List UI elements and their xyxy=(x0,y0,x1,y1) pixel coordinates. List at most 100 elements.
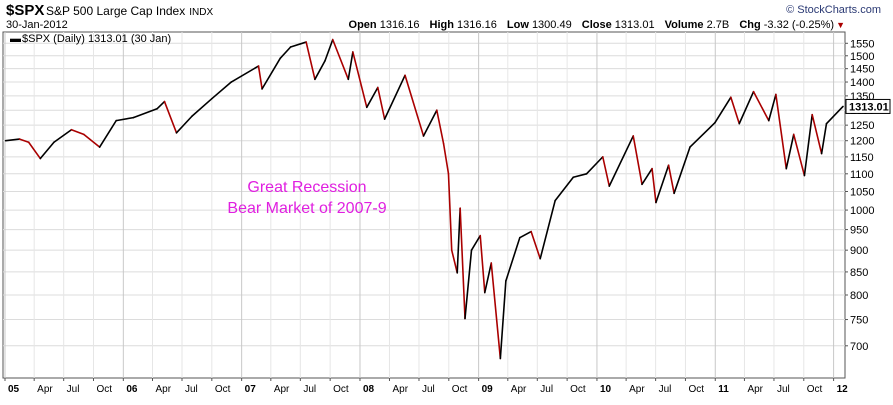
ohlc-readout: Open 1316.16 High 1316.16 Low 1300.49 Cl… xyxy=(342,19,845,31)
price-segment xyxy=(655,164,670,204)
high-label: High xyxy=(429,19,454,31)
high-value: 1316.16 xyxy=(457,19,497,31)
legend-line-icon: ▬ xyxy=(10,33,21,45)
price-segment xyxy=(456,207,461,274)
x-tick-label: Oct xyxy=(807,384,823,395)
x-tick-label: Oct xyxy=(333,384,349,395)
x-tick-label: 09 xyxy=(482,384,494,395)
price-segment xyxy=(785,133,795,170)
price-segment xyxy=(820,122,828,155)
price-segment xyxy=(730,96,741,125)
price-segment xyxy=(601,156,611,187)
x-tick-label: 06 xyxy=(126,384,138,395)
price-segment xyxy=(163,100,178,134)
x-tick-label: Jul xyxy=(422,384,435,395)
price-segment xyxy=(132,107,158,119)
y-tick-label: 750 xyxy=(850,315,868,327)
open-label: Open xyxy=(348,19,377,31)
price-segment xyxy=(673,146,691,195)
y-tick-label: 1050 xyxy=(850,187,874,199)
x-tick-label: Apr xyxy=(274,384,290,395)
change-label: Chg xyxy=(739,19,761,31)
price-segment xyxy=(191,97,213,117)
price-segment xyxy=(530,230,542,260)
x-tick-label: Jul xyxy=(303,384,316,395)
x-tick-label: Apr xyxy=(747,384,763,395)
x-tick-label: Apr xyxy=(37,384,53,395)
price-segment xyxy=(767,93,777,122)
x-tick-label: Jul xyxy=(659,384,672,395)
price-segment xyxy=(383,74,406,120)
price-segment xyxy=(404,74,425,137)
price-segment xyxy=(539,199,556,260)
price-segment xyxy=(470,234,482,251)
price-segment xyxy=(115,116,135,122)
legend-text: $SPX (Daily) 1313.01 (30 Jan) xyxy=(22,33,172,45)
price-segment xyxy=(459,207,466,320)
chart-header: $SPX S&P 500 Large Cap Index INDX 30-Jan-… xyxy=(0,0,893,32)
price-segment xyxy=(518,230,532,239)
x-tick-label: Oct xyxy=(97,384,113,395)
price-segment xyxy=(554,176,575,202)
price-segment xyxy=(211,81,233,100)
last-price-box xyxy=(845,98,891,114)
x-tick-label: 05 xyxy=(8,384,20,395)
price-segment xyxy=(279,46,292,60)
x-tick-label: Oct xyxy=(688,384,704,395)
price-segment xyxy=(53,128,73,144)
price-segment xyxy=(479,234,486,294)
price-segment xyxy=(490,262,502,360)
y-tick-label: 950 xyxy=(850,225,868,237)
price-segment xyxy=(803,113,814,177)
x-tick-label: Jul xyxy=(540,384,553,395)
volume-value: 2.7B xyxy=(706,19,730,31)
low-value: 1300.49 xyxy=(531,19,572,31)
volume-label: Volume xyxy=(664,19,704,31)
y-tick-label: 850 xyxy=(850,267,868,279)
x-tick-label: Oct xyxy=(570,384,586,395)
price-segment xyxy=(257,65,263,90)
price-segment xyxy=(422,109,438,137)
x-tick-label: Oct xyxy=(452,384,468,395)
y-tick-label: 1000 xyxy=(850,205,874,217)
down-triangle-icon: ▼ xyxy=(836,20,845,30)
x-tick-label: Jul xyxy=(185,384,198,395)
ticker-symbol: $SPX xyxy=(6,2,45,19)
x-tick-label: Apr xyxy=(511,384,527,395)
price-segment xyxy=(811,113,823,155)
x-tick-label: 11 xyxy=(718,384,729,395)
y-tick-label: 1150 xyxy=(850,152,874,164)
price-segment xyxy=(314,60,326,81)
price-segment xyxy=(365,86,379,109)
price-segment xyxy=(689,121,716,148)
price-segment xyxy=(505,236,521,282)
x-tick-label: 12 xyxy=(837,384,849,395)
price-segment xyxy=(585,156,604,175)
price-segment xyxy=(39,141,55,160)
y-tick-label: 800 xyxy=(850,290,868,302)
price-segment xyxy=(175,115,193,134)
price-segment xyxy=(641,167,653,186)
price-segment xyxy=(331,38,350,81)
price-segment xyxy=(436,109,445,145)
y-tick-label: 1200 xyxy=(850,136,874,148)
y-tick-label: 1550 xyxy=(850,38,874,50)
price-segment xyxy=(156,100,166,110)
exchange-label: INDX xyxy=(189,7,214,18)
price-segment xyxy=(82,133,101,148)
price-segment xyxy=(347,51,354,81)
price-segment xyxy=(632,135,643,186)
stockcharts-logo[interactable]: © StockCharts.com xyxy=(786,4,881,16)
price-segment xyxy=(483,262,493,294)
y-tick-label: 1500 xyxy=(850,51,874,63)
price-segment xyxy=(450,249,459,274)
price-segment xyxy=(324,38,334,62)
price-segment xyxy=(70,128,85,136)
price-segment xyxy=(289,41,307,48)
change-value: -3.32 (-0.25%) xyxy=(763,19,835,31)
y-tick-label: 1450 xyxy=(850,64,874,76)
x-tick-label: 07 xyxy=(245,384,257,395)
x-tick-label: 10 xyxy=(600,384,612,395)
close-label: Close xyxy=(581,19,612,31)
